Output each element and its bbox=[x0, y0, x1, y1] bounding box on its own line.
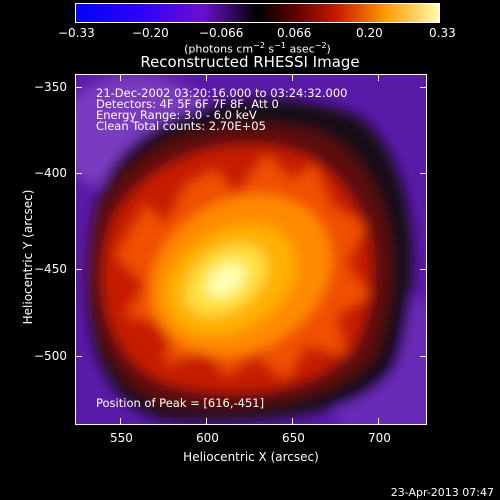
units-text: s bbox=[264, 42, 275, 56]
y-major-tick-right bbox=[420, 173, 427, 174]
x-tick-label: 550 bbox=[110, 431, 133, 445]
y-major-tick-right bbox=[420, 356, 427, 357]
x-major-tick-top bbox=[120, 74, 121, 81]
plot-title: Reconstructed RHESSI Image bbox=[140, 53, 360, 71]
colorbar-gradient bbox=[75, 3, 440, 23]
units-text: ) bbox=[326, 42, 331, 56]
colorbar-tick-label: 0.33 bbox=[429, 26, 456, 40]
rhessi-image-raster bbox=[76, 75, 426, 424]
x-tick-label: 650 bbox=[282, 431, 305, 445]
colorbar-tick-label: 0.20 bbox=[356, 26, 383, 40]
y-tick-label: −450 bbox=[34, 262, 67, 276]
x-major-tick-top bbox=[378, 74, 379, 81]
units-exponent: −2 bbox=[253, 41, 265, 50]
y-major-tick bbox=[75, 173, 82, 174]
info-time-range: 21-Dec-2002 03:20:16.000 to 03:24:32.000 bbox=[96, 86, 348, 100]
footer-date: 23-Apr-2013 07:47 bbox=[390, 486, 494, 499]
y-major-tick bbox=[75, 87, 82, 88]
x-tick-label: 700 bbox=[368, 431, 391, 445]
x-axis-label: Heliocentric X (arcsec) bbox=[183, 450, 319, 464]
y-major-tick bbox=[75, 269, 82, 270]
colorbar bbox=[75, 3, 440, 23]
colorbar-tick-label: −0.066 bbox=[199, 26, 244, 40]
x-major-tick-top bbox=[292, 74, 293, 81]
x-major-tick bbox=[206, 418, 207, 425]
units-text: (photons cm bbox=[184, 42, 254, 56]
colorbar-border bbox=[75, 3, 440, 23]
x-major-tick-top bbox=[206, 74, 207, 81]
x-tick-label: 600 bbox=[196, 431, 219, 445]
x-major-tick bbox=[292, 418, 293, 425]
colorbar-tick-label: −0.33 bbox=[58, 26, 95, 40]
peak-position: Position of Peak = [616,-451] bbox=[96, 396, 265, 410]
units-text: asec bbox=[285, 42, 315, 56]
y-major-tick-right bbox=[420, 269, 427, 270]
info-clean-counts: Clean Total counts: 2.70E+05 bbox=[96, 119, 266, 133]
colorbar-tick-label: −0.20 bbox=[132, 26, 169, 40]
units-exponent: −2 bbox=[314, 41, 327, 50]
y-tick-label: −350 bbox=[34, 80, 67, 94]
info-detectors: Detectors: 4F 5F 6F 7F 8F, Att 0 bbox=[96, 97, 279, 111]
x-major-tick bbox=[120, 418, 121, 425]
units-exponent: −1 bbox=[274, 41, 286, 50]
y-tick-label: −500 bbox=[34, 349, 67, 363]
x-major-tick bbox=[378, 418, 379, 425]
colorbar-units: (photons cm−2 s−1 asec−2) bbox=[0, 40, 500, 55]
colorbar-tick-label: 0.066 bbox=[277, 26, 312, 40]
y-major-tick bbox=[75, 356, 82, 357]
y-axis-label: Heliocentric Y (arcsec) bbox=[21, 189, 35, 325]
y-major-tick-right bbox=[420, 87, 427, 88]
y-tick-label: −400 bbox=[34, 166, 67, 180]
info-energy-range: Energy Range: 3.0 - 6.0 keV bbox=[96, 108, 257, 122]
rhessi-image: 21-Dec-2002 03:20:16.000 to 03:24:32.000… bbox=[75, 74, 427, 425]
